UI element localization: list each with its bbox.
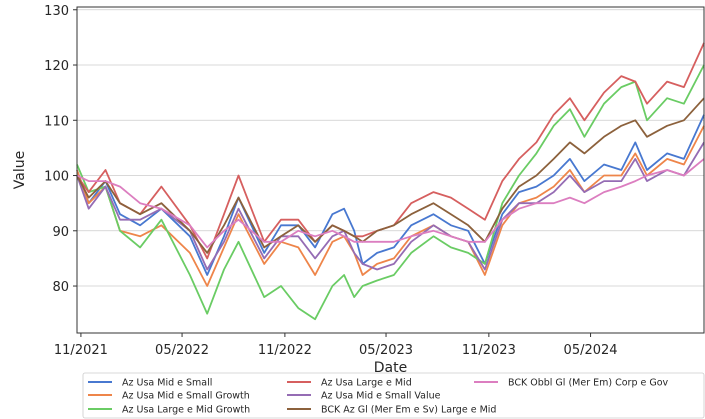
y-tick-label: 80: [52, 280, 69, 295]
legend-label: BCK Obbl Gl (Mer Em) Corp e Gov: [508, 378, 669, 389]
y-tick-label: 90: [52, 225, 69, 240]
legend-box: [82, 372, 705, 419]
legend-label: Az Usa Mid e Small: [122, 378, 212, 389]
legend-label: Az Usa Large e Mid: [321, 378, 412, 389]
series-line-3: [76, 64, 705, 321]
x-tick-label: 05/2023: [359, 343, 413, 358]
series-line-5: [76, 141, 705, 271]
plot-frame: [76, 6, 705, 334]
series-line-7: [76, 158, 705, 249]
x-axis-label: Date: [374, 360, 407, 376]
x-tick-label: 11/2022: [258, 343, 312, 358]
y-axis-label: Value: [12, 151, 28, 189]
legend-label: Az Usa Mid e Small Growth: [122, 391, 250, 402]
legend-label: BCK Az Gl (Mer Em e Sv) Large e Mid: [321, 405, 496, 416]
x-tick-label: 11/2021: [54, 343, 108, 358]
y-tick-label: 100: [44, 170, 69, 185]
y-tick-label: 110: [44, 114, 69, 129]
series-line-6: [76, 97, 705, 254]
series-line-2: [76, 125, 705, 287]
x-tick-label: 05/2022: [155, 343, 209, 358]
y-tick-label: 120: [44, 59, 69, 74]
y-tick-label: 130: [44, 4, 69, 19]
series-lines: [76, 42, 705, 321]
axis-ticks: 80 90 100 110 120 130 11/2021 05/2022 11/2022 05/…: [44, 4, 617, 358]
legend-label: Az Usa Mid e Small Value: [321, 391, 441, 402]
legend-label: Az Usa Large e Mid Growth: [122, 405, 250, 416]
series-line-1: [76, 114, 705, 276]
legend: Az Usa Mid e Small Az Usa Mid e Small Gro…: [82, 372, 705, 419]
x-tick-label: 05/2024: [564, 343, 618, 358]
x-tick-label: 11/2023: [462, 343, 516, 358]
gridlines: [77, 9, 704, 287]
